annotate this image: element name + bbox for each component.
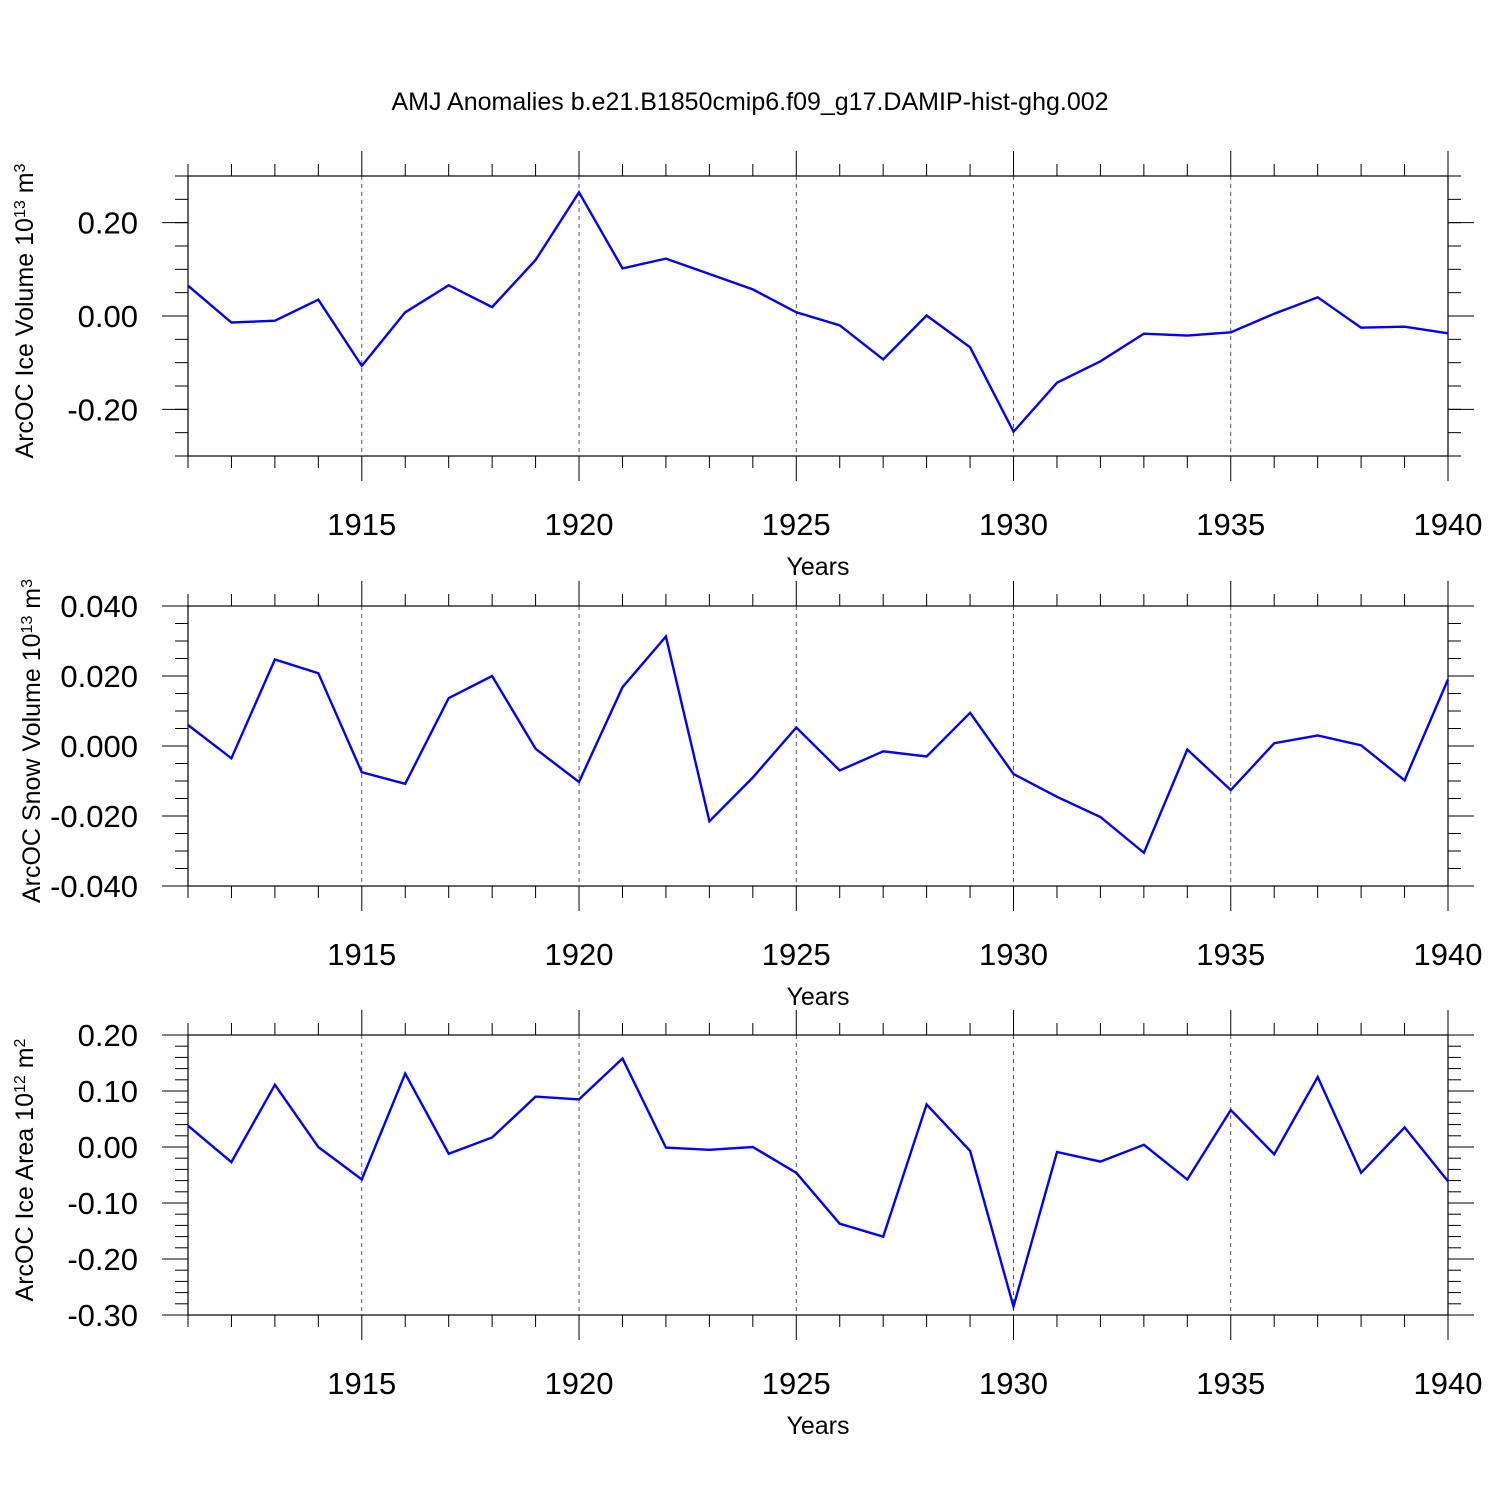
x-tick-label: 1915 [327, 507, 396, 542]
x-tick-label: 1920 [545, 937, 614, 972]
x-tick-label: 1940 [1414, 1366, 1483, 1401]
y-tick-label: 0.10 [78, 1074, 138, 1109]
x-tick-label: 1930 [979, 1366, 1048, 1401]
series-line-arcoc-snow-volume [187, 633, 1450, 855]
y-tick-label: -0.020 [50, 799, 138, 834]
panel-3: 0.20 0.10 0.00 -0.10 -0.20 -0.30 1915 1920 1925 1… [11, 1010, 1482, 1440]
x-tick-label: 1920 [545, 507, 614, 542]
x-tick-label: 1915 [327, 1366, 396, 1401]
y-tick-label: 0.040 [60, 589, 138, 624]
y-axis-title-part: ArcOC Snow Volume 10 [18, 633, 46, 903]
x-tick-label: 1930 [979, 507, 1048, 542]
x-tick-label: 1930 [979, 937, 1048, 972]
y-axis-title: ArcOC Ice Volume 1013 m3 [11, 163, 39, 458]
y-tick-label: -0.10 [67, 1186, 138, 1221]
x-tick-label: 1935 [1196, 937, 1265, 972]
y-tick-label: 0.000 [60, 729, 138, 764]
x-tick-label: 1940 [1414, 507, 1483, 542]
y-tick-label: 0.020 [60, 659, 138, 694]
y-axis-title-part: m [11, 1047, 39, 1075]
x-tick-label: 1935 [1196, 507, 1265, 542]
y-axis-title-superscript: 3 [12, 163, 29, 172]
series-line-arcoc-ice-area [187, 1056, 1449, 1312]
x-axis-title: Years [786, 553, 849, 581]
x-tick-label: 1925 [762, 937, 831, 972]
y-axis-title-part: ArcOC Ice Volume 10 [11, 218, 39, 458]
y-axis-title-superscript: 3 [19, 579, 36, 588]
y-tick-label: 0.20 [78, 206, 138, 241]
plot-frame [187, 605, 1449, 887]
x-tick-label: 1920 [545, 1366, 614, 1401]
panel-2: 0.040 0.020 0.000 -0.020 -0.040 1915 1920 1925 1… [18, 579, 1482, 1011]
x-axis-title: Years [786, 983, 849, 1011]
y-tick-label: 0.00 [78, 1130, 138, 1165]
y-tick-label: -0.30 [67, 1298, 138, 1333]
x-tick-label: 1925 [762, 507, 831, 542]
y-tick-label: 0.20 [78, 1018, 138, 1053]
x-tick-label: 1935 [1196, 1366, 1265, 1401]
y-axis-title-superscript: 12 [12, 1075, 29, 1093]
y-axis-title: ArcOC Ice Area 1012 m2 [11, 1038, 39, 1301]
plot-frame [187, 1034, 1449, 1316]
plot-frame [187, 175, 1449, 457]
x-tick-label: 1940 [1414, 937, 1483, 972]
y-axis-title-part: m [11, 172, 39, 200]
series-line-arcoc-ice-volume [187, 189, 1449, 434]
y-axis-title-superscript: 2 [12, 1038, 29, 1047]
y-axis-title-part: m [18, 588, 46, 616]
y-axis-title-superscript: 13 [12, 200, 29, 218]
y-axis-title-superscript: 13 [19, 616, 36, 634]
x-axis-title: Years [786, 1412, 849, 1440]
x-tick-label: 1915 [327, 937, 396, 972]
y-tick-label: -0.20 [67, 1242, 138, 1277]
y-tick-label: -0.20 [67, 392, 138, 427]
y-tick-label: -0.040 [50, 869, 138, 904]
x-tick-label: 1925 [762, 1366, 831, 1401]
chart-title: AMJ Anomalies b.e21.B1850cmip6.f09_g17.D… [391, 88, 1108, 116]
panel-1: 0.20 0.00 -0.20 1915 1920 1925 1930 1935 1940 Yea… [11, 151, 1482, 581]
y-axis-title: ArcOC Snow Volume 1013 m3 [18, 579, 46, 903]
y-axis-title-part: ArcOC Ice Area 10 [11, 1093, 39, 1301]
y-tick-label: 0.00 [78, 299, 138, 334]
